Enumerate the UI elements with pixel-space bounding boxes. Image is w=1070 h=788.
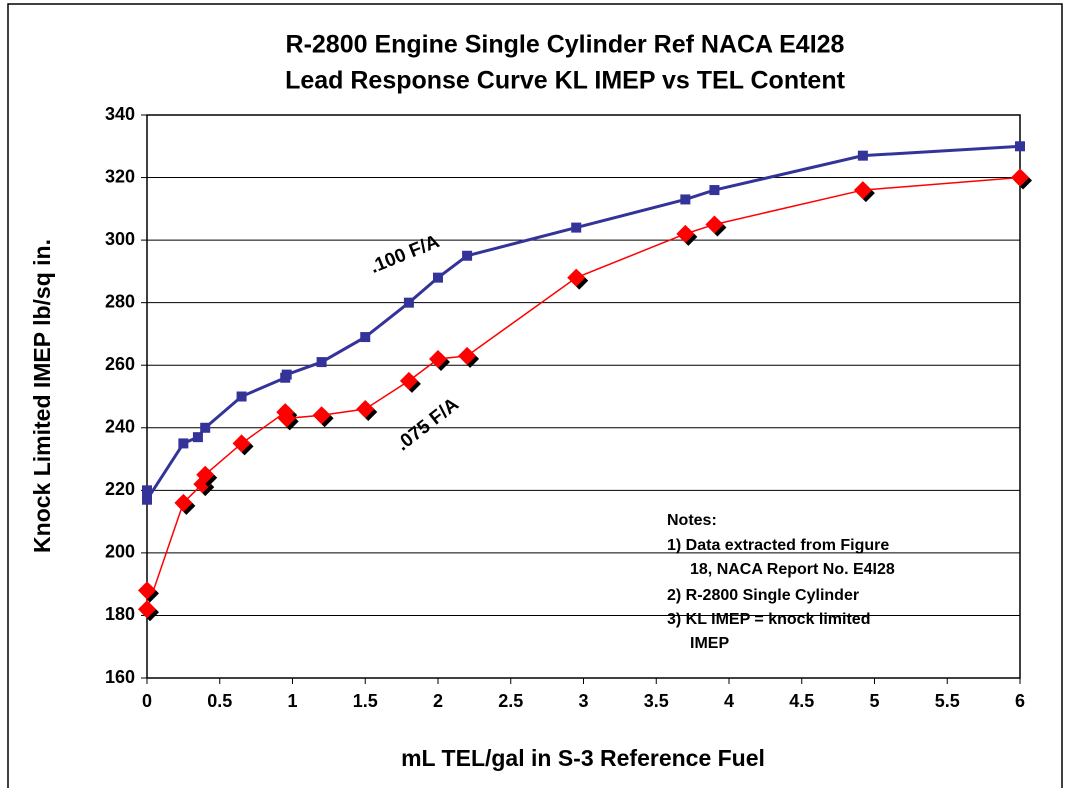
note-line: 3) KL IMEP = knock limited [667,611,870,628]
marker [174,493,193,512]
marker [277,409,296,428]
x-tick-label: 2 [433,691,443,711]
marker [138,581,156,600]
x-tick-label: 5 [869,691,879,711]
marker [196,465,215,484]
x-tick-label: 3 [578,691,588,711]
marker [399,371,418,390]
note-line: 18, NACA Report No. E4I28 [690,561,895,578]
marker [433,272,443,283]
marker [192,432,203,443]
y-tick-label: 240 [105,417,135,437]
note-line: Notes: [667,512,717,529]
note-line: IMEP [690,635,729,652]
marker [1011,168,1029,187]
chart-title: Lead Response Curve KL IMEP vs TEL Conte… [285,67,846,95]
x-tick-label: 3.5 [644,691,669,711]
x-tick-label: 4.5 [789,691,814,711]
y-tick-label: 180 [105,604,135,624]
marker [178,438,189,449]
x-tick-label: 1 [287,691,297,711]
marker [853,181,872,200]
y-tick-label: 340 [105,104,135,124]
marker [356,400,375,419]
plot-area [147,115,1020,678]
y-tick-label: 260 [105,354,135,374]
marker [1015,141,1025,152]
marker [403,297,414,308]
marker [462,250,473,261]
y-tick-label: 300 [105,229,135,249]
y-tick-label: 320 [105,166,135,186]
y-tick-label: 200 [105,542,135,562]
marker [857,150,868,161]
plot-border [146,114,1021,679]
marker [360,332,371,343]
note-line: 1) Data extracted from Figure [667,537,889,554]
marker [429,349,447,368]
x-tick-label: 0.5 [207,691,232,711]
y-tick-label: 160 [105,667,135,687]
x-tick-label: 2.5 [498,691,523,711]
x-tick-label: 4 [724,691,734,711]
y-tick-label: 280 [105,291,135,311]
marker [200,422,211,433]
marker [571,222,582,233]
marker [680,194,691,205]
y-axis-label: Knock Limited IMEP lb/sq in. [29,239,55,553]
x-tick-label: 0 [142,691,152,711]
marker [281,369,292,380]
marker [236,391,247,402]
x-axis-label: mL TEL/gal in S-3 Reference Fuel [401,745,765,771]
marker [312,406,331,425]
marker [142,485,152,496]
y-tick-label: 220 [105,479,135,499]
marker [316,357,327,368]
marker [705,215,724,234]
marker [138,600,156,619]
marker [232,434,251,453]
x-tick-label: 1.5 [353,691,378,711]
chart-title: R-2800 Engine Single Cylinder Ref NACA E… [286,31,845,59]
note-line: 2) R-2800 Single Cylinder [667,587,859,604]
marker [567,268,586,287]
x-tick-label: 5.5 [935,691,960,711]
x-tick-label: 6 [1015,691,1025,711]
marker [458,346,477,365]
marker [709,185,720,196]
marker [142,494,152,505]
marker [676,224,695,243]
